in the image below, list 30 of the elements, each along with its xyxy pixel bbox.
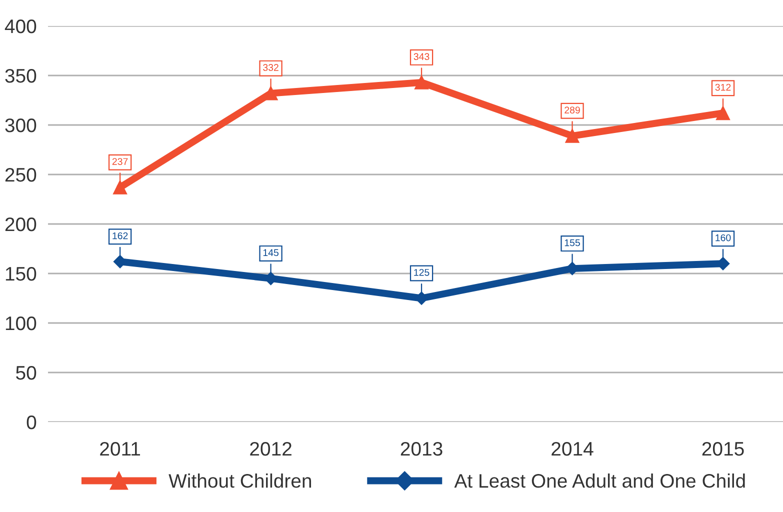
y-tick-label: 250 (5, 168, 36, 182)
data-label: 312 (715, 84, 731, 91)
x-tick-label: 2013 (400, 442, 442, 456)
data-label: 145 (263, 249, 278, 256)
data-label: 237 (112, 158, 128, 165)
legend-label: Without Children (168, 473, 312, 488)
data-label: 332 (263, 64, 278, 71)
data-label: 155 (564, 239, 580, 246)
point (565, 128, 580, 143)
y-tick-label: 400 (4, 19, 36, 34)
legend-label: At Least One Adult and One Child (454, 473, 745, 488)
y-tick-label: 100 (6, 316, 36, 330)
data-label: 162 (112, 232, 128, 240)
point (414, 75, 428, 90)
data-label: 343 (414, 53, 430, 60)
data-label: 160 (716, 234, 731, 242)
y-tick-label: 200 (5, 217, 36, 232)
y-tick-label: 350 (5, 68, 36, 83)
y-tick-label: 50 (16, 366, 36, 380)
x-tick-label: 2012 (250, 442, 292, 456)
data-label: 289 (564, 106, 580, 114)
y-tick-label: 0 (26, 415, 36, 430)
x-tick-label: 2015 (702, 442, 744, 456)
y-tick-label: 150 (6, 266, 36, 281)
data-label: 125 (414, 268, 430, 276)
point (113, 180, 127, 194)
x-tick-label: 2011 (100, 442, 140, 456)
x-tick-label: 2014 (552, 442, 594, 456)
y-tick-label: 300 (5, 118, 36, 132)
point (716, 106, 730, 120)
